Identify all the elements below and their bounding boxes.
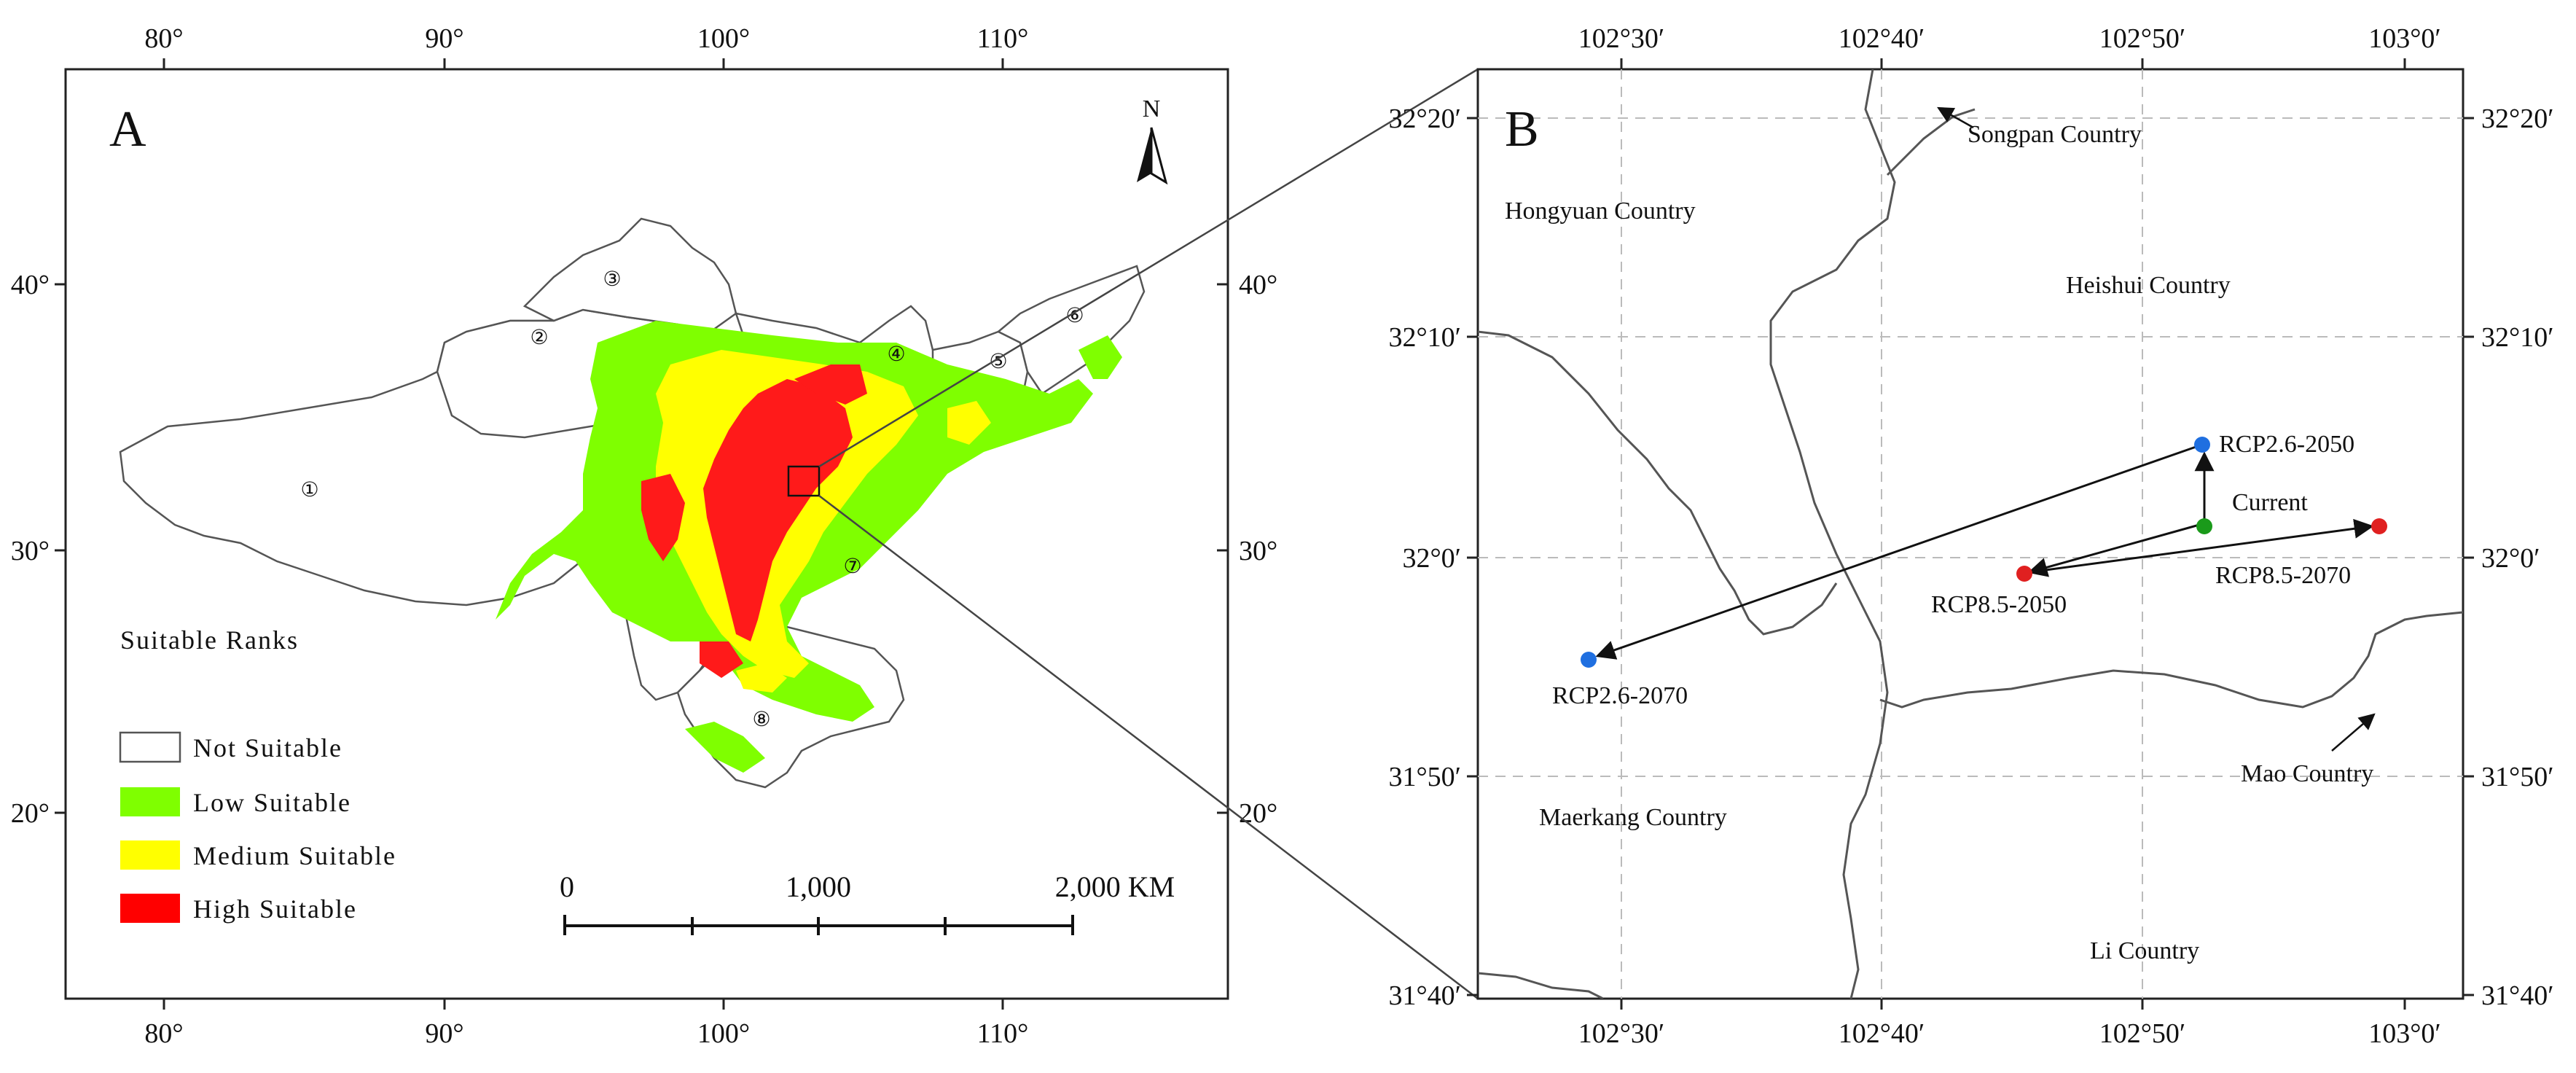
tick-label: 20° <box>11 798 50 829</box>
point-label: RCP8.5-2050 <box>1931 591 2067 618</box>
tick-label: 102°50′ <box>2099 1018 2186 1049</box>
county-label: Heishui Country <box>2066 272 2231 299</box>
north-arrow-icon: N <box>1137 95 1168 185</box>
legend-swatch-low <box>120 787 180 816</box>
north-label: N <box>1143 95 1161 122</box>
region-numbers: ① ② ③ ④ ⑤ ⑥ ⑦ ⑧ <box>300 268 1084 731</box>
legend-label: Medium Suitable <box>193 841 396 870</box>
region-number: ③ <box>603 268 621 291</box>
songpan-pointer <box>1937 106 1974 129</box>
legend-swatch-high <box>120 894 180 923</box>
zoom-connectors <box>818 68 1479 999</box>
tick-label: 100° <box>697 23 750 54</box>
legend-title: Suitable Ranks <box>120 625 299 655</box>
point-rcp26-2070 <box>1581 652 1597 668</box>
county-label: Hongyuan Country <box>1505 198 1696 225</box>
region-number: ⑧ <box>752 709 770 731</box>
province-outline <box>996 265 1146 395</box>
tick-label: 80° <box>144 23 183 54</box>
tick-label: 32°20′ <box>2481 104 2554 134</box>
county-label: Mao Country <box>2241 760 2373 787</box>
panel-b-right-ticks: 32°20′ 32°10′ 32°0′ 31°50′ 31°40′ <box>2463 104 2554 1011</box>
point-rcp85-2050 <box>2016 566 2032 582</box>
tick-label: 32°0′ <box>2481 543 2540 574</box>
tick-label: 103°0′ <box>2368 23 2441 54</box>
tick-label: 102°30′ <box>1578 1018 1665 1049</box>
point-label: RCP8.5-2070 <box>2215 562 2351 589</box>
legend-label: Low Suitable <box>193 788 351 817</box>
tick-label: 30° <box>1239 536 1277 566</box>
tick-label: 80° <box>144 1018 183 1049</box>
panel-b: 102°30′ 102°40′ 102°50′ 103°0′ 102°30′ 1… <box>1388 23 2553 1049</box>
tick-label: 40° <box>11 270 50 300</box>
panel-b-left-ticks: 32°20′ 32°10′ 32°0′ 31°50′ 31°40′ <box>1388 104 1478 1011</box>
point-label: Current <box>2232 489 2308 516</box>
tick-label: 30° <box>11 536 50 566</box>
tick-label: 102°40′ <box>1839 23 1925 54</box>
province-outline <box>522 217 737 333</box>
tick-label: 90° <box>425 1018 463 1049</box>
tick-label: 31°40′ <box>1388 980 1461 1011</box>
suitability-high <box>641 364 867 678</box>
tick-label: 90° <box>425 23 463 54</box>
tick-label: 31°50′ <box>2481 762 2554 792</box>
panel-b-label: B <box>1505 101 1539 157</box>
county-boundaries <box>1478 69 2463 999</box>
tick-label: 40° <box>1239 270 1277 300</box>
scale-label: 1,000 <box>786 870 851 903</box>
panel-a-right-ticks: 40° 30° 20° <box>1217 270 1277 829</box>
tick-label: 32°0′ <box>1402 543 1461 574</box>
focus-rectangle <box>787 465 821 497</box>
tick-label: 31°50′ <box>1388 762 1461 792</box>
region-number: ② <box>530 327 548 349</box>
panel-b-frame <box>1476 68 2465 1000</box>
point-label: RCP2.6-2050 <box>2219 431 2354 458</box>
legend-label: Not Suitable <box>193 733 342 762</box>
legend-label: High Suitable <box>193 894 357 924</box>
county-label: Li Country <box>2090 937 2199 964</box>
tick-label: 102°40′ <box>1839 1018 1925 1049</box>
tick-label: 32°20′ <box>1388 104 1461 134</box>
panel-b-top-ticks: 102°30′ 102°40′ 102°50′ 103°0′ <box>1578 23 2441 69</box>
tick-label: 102°50′ <box>2099 23 2186 54</box>
point-current <box>2196 518 2212 534</box>
point-rcp26-2050 <box>2194 437 2210 453</box>
tick-label: 20° <box>1239 798 1277 829</box>
region-number: ④ <box>887 343 905 366</box>
scale-bar: 0 1,000 2,000 KM <box>560 870 1175 935</box>
region-number: ⑦ <box>843 555 861 578</box>
tick-label: 110° <box>977 23 1029 54</box>
panel-b-bottom-ticks: 102°30′ 102°40′ 102°50′ 103°0′ <box>1578 999 2441 1049</box>
panel-a-top-ticks: 80° 90° 100° 110° <box>144 23 1028 69</box>
graticule <box>1478 69 2463 999</box>
legend-swatch-medium <box>120 840 180 870</box>
scale-label: 2,000 KM <box>1055 870 1175 903</box>
tick-label: 31°40′ <box>2481 980 2554 1011</box>
scale-label: 0 <box>560 870 574 903</box>
panel-a: 80° 90° 100° 110° 80° 90° 100° 110° 40° … <box>11 23 1277 1049</box>
panel-a-label: A <box>109 101 146 157</box>
tick-label: 100° <box>697 1018 750 1049</box>
point-label: RCP2.6-2070 <box>1552 682 1688 709</box>
legend-swatch-not <box>119 731 181 763</box>
tick-label: 32°10′ <box>2481 322 2554 353</box>
tick-label: 102°30′ <box>1578 23 1665 54</box>
legend: Suitable Ranks Not Suitable Low Suitable… <box>119 625 396 924</box>
panel-a-bottom-ticks: 80° 90° 100° 110° <box>144 999 1028 1049</box>
tick-label: 103°0′ <box>2368 1018 2441 1049</box>
county-label: Maerkang Country <box>1539 804 1727 831</box>
point-rcp85-2070 <box>2371 518 2387 534</box>
shift-arrows <box>1595 443 2374 660</box>
county-label: Songpan Country <box>1968 121 2142 148</box>
panel-a-frame <box>64 68 1229 1000</box>
region-number: ① <box>300 479 318 502</box>
tick-label: 32°10′ <box>1388 322 1461 353</box>
panel-a-left-ticks: 40° 30° 20° <box>11 270 66 829</box>
tick-label: 110° <box>977 1018 1029 1049</box>
mao-pointer <box>2331 713 2376 752</box>
